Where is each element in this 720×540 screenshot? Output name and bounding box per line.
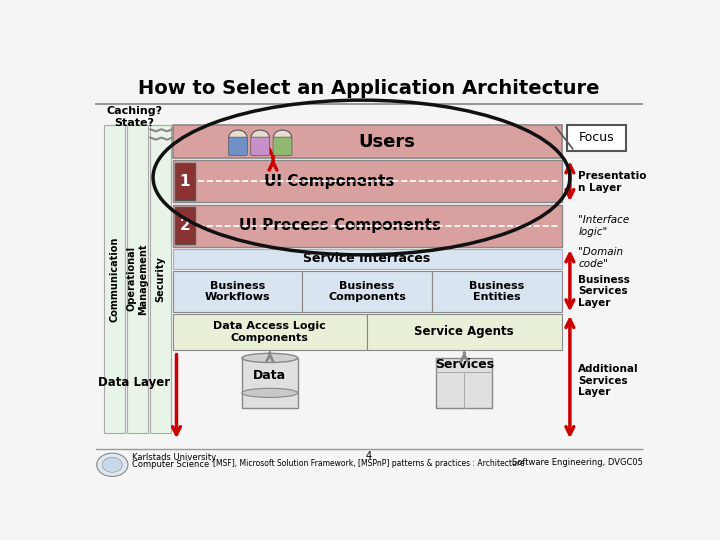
Text: Focus: Focus [579,131,614,145]
Text: 4: 4 [366,451,372,462]
Text: Business
Services
Layer: Business Services Layer [578,275,630,308]
Text: Service Agents: Service Agents [415,326,514,339]
Text: Additional
Services
Layer: Additional Services Layer [578,364,639,397]
Text: Data Layer: Data Layer [98,376,170,389]
FancyBboxPatch shape [173,160,562,202]
Text: "Interface
logic": "Interface logic" [578,215,629,237]
Text: UI Components: UI Components [264,174,394,188]
FancyBboxPatch shape [173,314,367,349]
FancyBboxPatch shape [242,358,297,408]
FancyBboxPatch shape [104,125,125,433]
FancyBboxPatch shape [273,137,292,156]
Text: [MSF], Microsoft Solution Framework, [MSPnP] patterns & practices : Architecture: [MSF], Microsoft Solution Framework, [MS… [213,460,525,469]
FancyBboxPatch shape [173,248,562,268]
FancyBboxPatch shape [173,125,562,158]
Text: Caching?
State?: Caching? State? [107,106,163,128]
FancyBboxPatch shape [228,137,248,156]
FancyBboxPatch shape [302,271,432,312]
Text: Services: Services [435,359,494,372]
Ellipse shape [242,353,297,362]
Text: Data: Data [253,369,287,382]
Text: Operational
Management: Operational Management [127,243,148,315]
Text: Communication: Communication [109,236,120,322]
FancyBboxPatch shape [173,271,302,312]
Circle shape [274,130,292,144]
Text: Data Access Logic
Components: Data Access Logic Components [213,321,326,343]
FancyBboxPatch shape [150,125,171,433]
Text: Software Engineering, DVGC05: Software Engineering, DVGC05 [511,458,642,467]
FancyBboxPatch shape [175,207,195,244]
Text: Karlstads University: Karlstads University [132,453,216,462]
Text: 1: 1 [179,174,190,188]
FancyBboxPatch shape [367,314,562,349]
FancyBboxPatch shape [436,358,492,408]
Text: UI Process Components: UI Process Components [239,218,441,233]
Text: Computer Science: Computer Science [132,460,209,469]
FancyBboxPatch shape [127,125,148,433]
Text: Users: Users [358,133,415,151]
Circle shape [102,457,122,472]
Text: Business
Components: Business Components [328,281,406,302]
Text: Service Interfaces: Service Interfaces [303,252,431,265]
Text: 2: 2 [179,218,190,233]
Text: Security: Security [156,256,166,302]
Circle shape [229,130,247,144]
Circle shape [96,453,128,476]
FancyBboxPatch shape [432,271,562,312]
Ellipse shape [242,388,297,397]
FancyBboxPatch shape [567,125,626,151]
FancyBboxPatch shape [175,163,195,199]
FancyBboxPatch shape [251,137,270,156]
Text: Presentatio
n Layer: Presentatio n Layer [578,171,647,193]
Text: "Domain
code": "Domain code" [578,247,624,269]
FancyBboxPatch shape [173,205,562,246]
Circle shape [251,130,269,144]
Text: How to Select an Application Architecture: How to Select an Application Architectur… [138,79,600,98]
Text: Business
Workflows: Business Workflows [204,281,270,302]
Text: Business
Entities: Business Entities [469,281,524,302]
